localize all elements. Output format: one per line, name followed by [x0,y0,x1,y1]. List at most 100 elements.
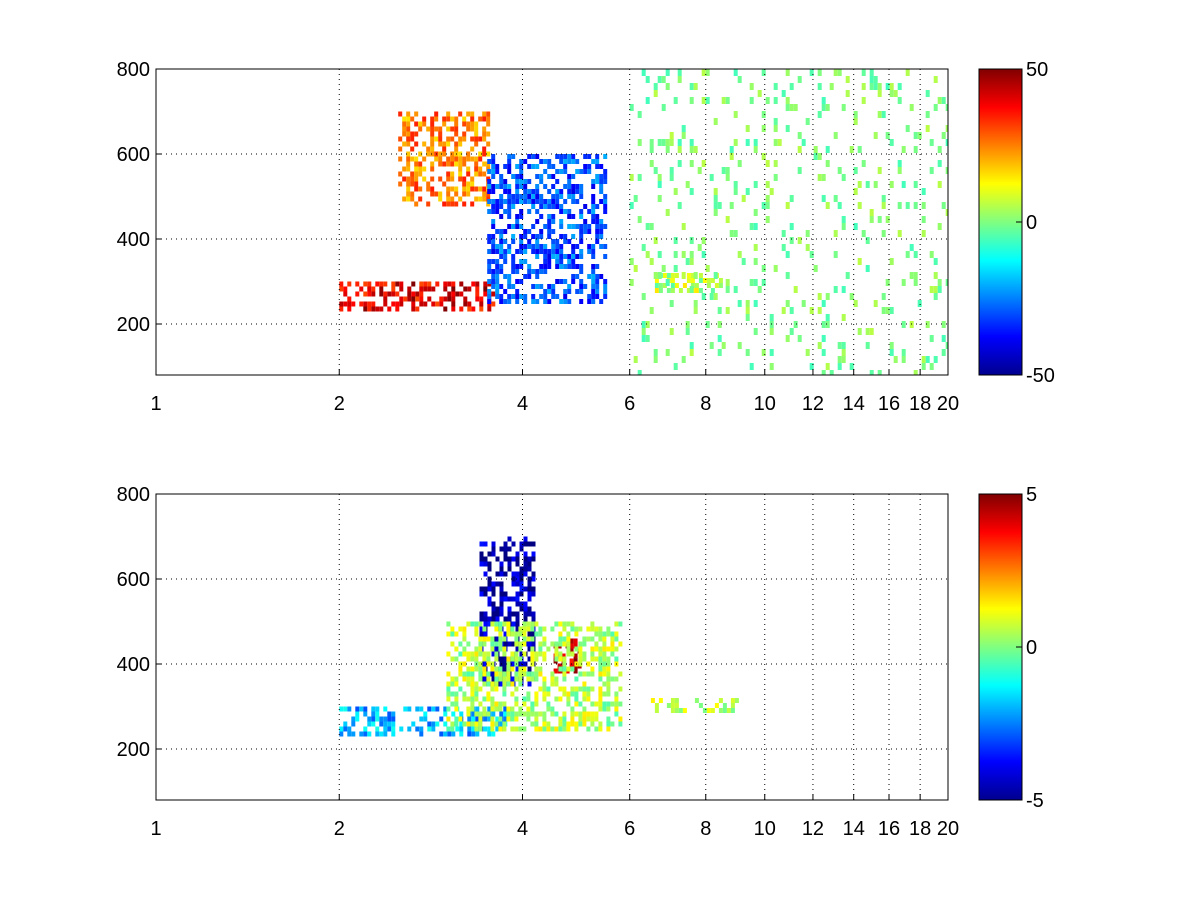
heatmap-cell [498,716,503,722]
heatmap-cell [486,121,491,127]
heatmap-cell [430,191,435,197]
heatmap-cell [595,279,600,284]
heatmap-cell [670,703,675,708]
heatmap-cell [534,711,539,717]
heatmap-cell [933,272,938,279]
heatmap-cell [470,666,475,672]
heatmap-cell [555,279,560,284]
heatmap-cell [499,264,504,269]
heatmap-cell [339,706,344,712]
heatmap-cell [530,626,535,632]
heatmap-cell [523,244,528,249]
heatmap-cell [371,706,376,712]
heatmap-cell [657,76,662,83]
heatmap-cell [555,264,560,269]
heatmap-cell [450,171,455,177]
heatmap-cell [817,307,822,314]
heatmap-cell [579,299,584,304]
heatmap-cell [522,726,527,732]
heatmap-cell [526,716,531,722]
heatmap-cell [466,166,471,172]
x-tick-label: 8 [700,393,711,415]
heatmap-cell [351,721,356,727]
heatmap-cell [698,273,703,278]
heatmap-cell [765,181,770,188]
heatmap-cell [478,701,483,707]
heatmap-cell [689,349,694,356]
heatmap-cell [550,726,555,732]
heatmap-cell [941,202,946,209]
heatmap-cell [443,721,448,727]
heatmap-cell [467,301,472,307]
heatmap-cell [769,328,774,335]
heatmap-cell [479,556,484,562]
heatmap-cell [526,621,531,627]
heatmap-cell [594,631,599,637]
heatmap-cell [475,716,480,722]
heatmap-cell [618,686,623,692]
heatmap-cell [515,289,520,294]
heatmap-cell [418,161,423,167]
heatmap-cell [494,626,499,632]
heatmap-cell [730,703,735,708]
heatmap-cell [499,561,504,567]
heatmap-cell [526,626,531,632]
heatmap-cell [487,179,492,184]
heatmap-cell [499,596,504,602]
heatmap-cell [498,706,503,712]
heatmap-cell [379,306,384,312]
heatmap-cell [599,229,604,234]
heatmap-cell [579,169,584,174]
heatmap-cell [458,136,463,142]
heatmap-cell [685,181,690,188]
heatmap-cell [579,249,584,254]
heatmap-cell [494,666,499,672]
heatmap-cell [941,132,946,139]
heatmap-cell [510,651,515,657]
heatmap-cell [343,291,348,297]
heatmap-cell [578,671,583,677]
heatmap-cell [602,661,607,667]
heatmap-cell [573,668,578,674]
heatmap-cell [829,370,834,375]
heatmap-cell [869,370,874,375]
heatmap-cell [367,301,372,307]
heatmap-cell [582,706,587,712]
heatmap-cell [554,646,559,652]
heatmap-cell [462,191,467,197]
heatmap-cell [713,272,718,279]
heatmap-cell [423,286,428,292]
heatmap-cell [729,230,734,237]
heatmap-cell [467,286,472,292]
heatmap-cell [662,283,667,288]
heatmap-cell [873,76,878,83]
heatmap-cell [406,116,411,122]
heatmap-cell [471,711,476,717]
heatmap-cell [917,132,922,139]
heatmap-cell [530,646,535,652]
heatmap-cell [857,202,862,209]
heatmap-cell [498,646,503,652]
heatmap-cell [690,283,695,288]
heatmap-cell [725,279,730,286]
heatmap-cell [837,167,842,174]
heatmap-cell [478,151,483,157]
heatmap-cell [519,294,524,299]
heatmap-cell [515,571,520,577]
heatmap-cell [474,631,479,637]
heatmap-cell [701,69,706,76]
heatmap-cell [539,214,544,219]
heatmap-cell [551,249,556,254]
heatmap-cell [355,711,360,717]
heatmap-cell [491,284,496,289]
heatmap-cell [363,706,368,712]
heatmap-cell [518,681,523,687]
heatmap-cell [563,154,568,159]
heatmap-cell [446,621,451,627]
heatmap-cell [398,136,403,142]
heatmap-cell [558,721,563,727]
heatmap-cell [563,169,568,174]
heatmap-cell [499,571,504,577]
heatmap-cell [490,621,495,627]
